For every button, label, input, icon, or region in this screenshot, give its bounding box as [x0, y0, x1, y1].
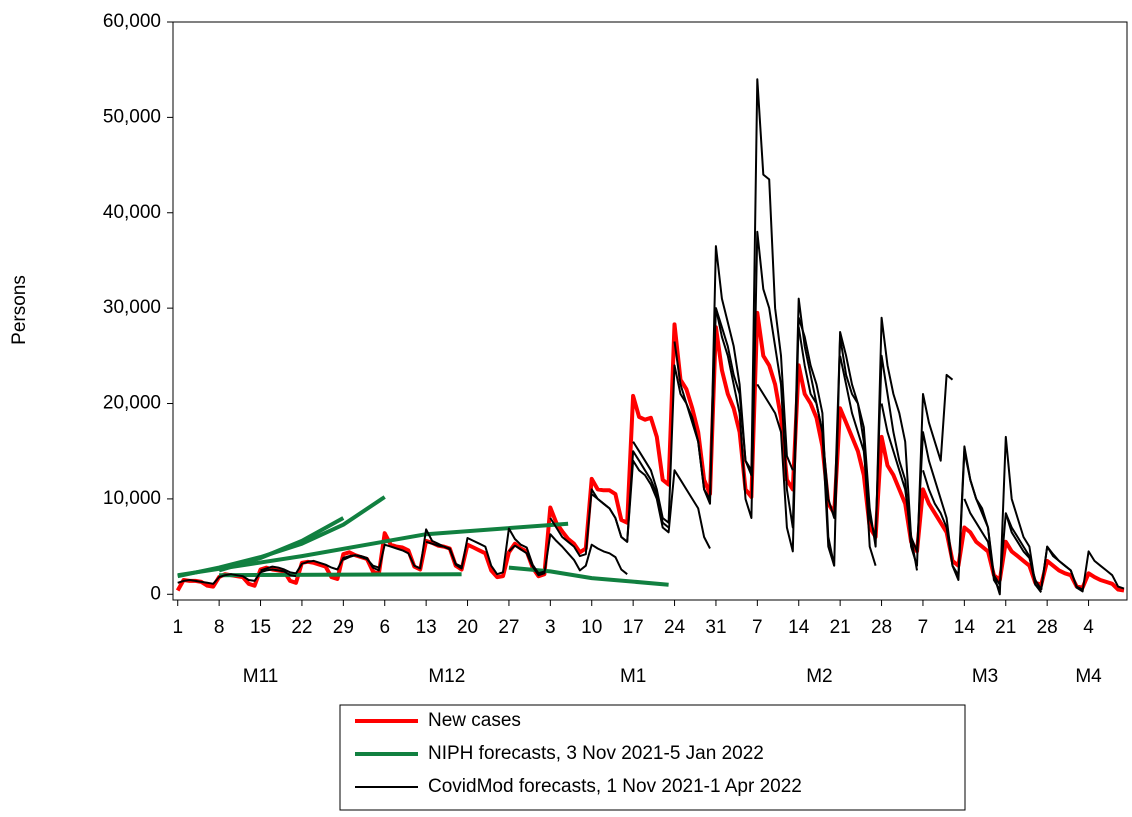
- forecast-line: [1004, 512, 1125, 593]
- legend-label: NIPH forecasts, 3 Nov 2021-5 Jan 2022: [428, 743, 764, 764]
- forecast-line: [673, 78, 794, 505]
- forecast-line: [797, 316, 918, 571]
- forecast-line: [508, 533, 628, 577]
- x-tick-label: 4: [1083, 617, 1094, 638]
- x-tick-label: 14: [788, 617, 810, 638]
- legend-box: [339, 704, 966, 811]
- y-tick-label: 50,000: [103, 106, 161, 127]
- y-axis-label: Persons: [9, 275, 30, 345]
- month-label: M2: [806, 666, 832, 687]
- y-tick-label: 0: [150, 583, 161, 604]
- forecast-line: [632, 307, 753, 524]
- y-tick-label: 40,000: [103, 202, 161, 223]
- x-tick-label: 13: [416, 617, 437, 638]
- x-tick-label: 1: [172, 617, 183, 638]
- forecast-line: [177, 495, 386, 579]
- y-tick-label: 20,000: [103, 393, 161, 414]
- month-label: M4: [1075, 666, 1102, 687]
- forecast-line: [922, 435, 1042, 596]
- month-label: M3: [972, 666, 998, 687]
- series-line: [175, 310, 1125, 593]
- x-tick-label: 14: [954, 617, 976, 638]
- forecast-line: [425, 527, 545, 576]
- x-tick-label: 7: [752, 617, 763, 638]
- x-tick-label: 27: [498, 617, 519, 638]
- x-tick-label: 6: [379, 617, 390, 638]
- x-tick-label: 24: [664, 617, 686, 638]
- x-tick-label: 29: [333, 617, 354, 638]
- x-tick-label: 21: [995, 617, 1016, 638]
- x-tick-label: 15: [250, 617, 271, 638]
- x-tick-label: 3: [545, 617, 556, 638]
- x-tick-label: 17: [623, 617, 644, 638]
- x-tick-label: 28: [871, 617, 892, 638]
- forecast-line: [714, 230, 836, 566]
- forecast-line: [591, 459, 711, 549]
- x-tick-label: 31: [705, 617, 726, 638]
- forecast-line: [219, 572, 462, 578]
- legend-label: New cases: [428, 710, 521, 731]
- x-tick-label: 7: [918, 617, 929, 638]
- x-tick-label: 28: [1037, 617, 1058, 638]
- x-tick-label: 10: [581, 617, 602, 638]
- x-tick-label: 22: [291, 617, 312, 638]
- x-tick-label: 8: [214, 617, 225, 638]
- forecast-line: [177, 568, 297, 585]
- forecast-line: [342, 528, 463, 572]
- forecast-line: [880, 403, 1001, 591]
- month-label: M11: [243, 666, 279, 687]
- forecast-line: [177, 521, 569, 578]
- forecast-line: [508, 565, 669, 587]
- y-tick-label: 30,000: [103, 297, 161, 318]
- month-label: M12: [428, 666, 465, 687]
- plot-frame: [172, 21, 1128, 601]
- y-tick-label: 60,000: [103, 11, 161, 32]
- x-tick-label: 20: [457, 617, 478, 638]
- month-label: M1: [620, 666, 646, 687]
- forecast-line: [756, 316, 877, 567]
- legend-label: CovidMod forecasts, 1 Nov 2021-1 Apr 202…: [428, 776, 802, 797]
- x-tick-label: 21: [830, 617, 851, 638]
- forecast-line: [839, 354, 954, 567]
- y-tick-label: 10,000: [103, 488, 161, 509]
